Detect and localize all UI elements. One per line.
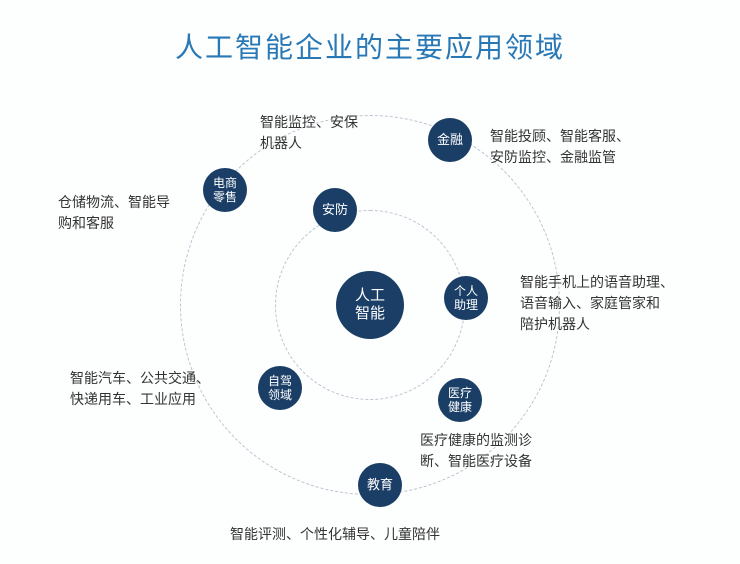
label-finance: 智能投顾、智能客服、 安防监控、金融监管: [490, 126, 690, 168]
page-title: 人工智能企业的主要应用领域: [0, 26, 740, 66]
node-education: 教育: [358, 463, 402, 507]
node-finance: 金融: [428, 118, 472, 162]
label-medical: 医疗健康的监测诊 断、智能医疗设备: [420, 430, 600, 472]
label-ecommerce: 仓储物流、智能导 购和客服: [58, 192, 198, 234]
label-assistant: 智能手机上的语音助理、 语音输入、家庭管家和 陪护机器人: [520, 272, 730, 335]
label-education: 智能评测、个性化辅导、儿童陪伴: [230, 524, 530, 545]
node-selfdrive: 自驾 领域: [258, 366, 302, 410]
label-selfdrive: 智能汽车、公共交通、 快递用车、工业应用: [70, 368, 250, 410]
node-security: 安防: [313, 188, 357, 232]
label-security: 智能监控、安保 机器人: [260, 112, 420, 154]
center-node: 人工 智能: [336, 271, 404, 339]
node-assistant: 个人 助理: [444, 276, 488, 320]
node-ecommerce: 电商 零售: [203, 168, 247, 212]
node-medical: 医疗 健康: [438, 378, 482, 422]
